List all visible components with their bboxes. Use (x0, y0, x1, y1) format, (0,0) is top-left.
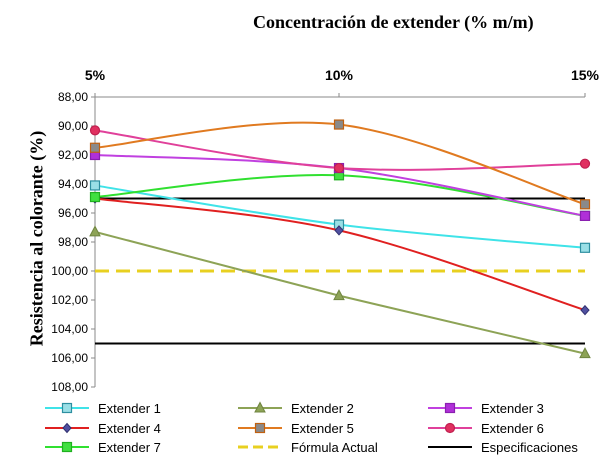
legend-label-extender-6: Extender 6 (481, 421, 544, 436)
y-tick-label: 92,00 (58, 148, 88, 162)
series-line-extender-7 (94, 173, 586, 217)
legend-marker-extender-6 (444, 422, 456, 434)
data-point-extender-2 (89, 225, 101, 237)
y-tick-label: 98,00 (58, 235, 88, 249)
data-point-extender-4 (334, 225, 344, 236)
legend-label-extender-4: Extender 4 (98, 421, 161, 436)
legend-label-especificaciones: Especificaciones (481, 440, 578, 455)
legend-label-extender-2: Extender 2 (291, 401, 354, 416)
y-tick-label: 106,00 (51, 351, 88, 365)
legend-marker-extender-7 (61, 441, 73, 453)
y-tick-label: 104,00 (51, 322, 88, 336)
legend-label-extender-3: Extender 3 (481, 401, 544, 416)
data-point-extender-1 (579, 242, 591, 253)
legend-label-extender-5: Extender 5 (291, 421, 354, 436)
legend-marker-extender-5 (254, 422, 266, 434)
legend-marker-extender-1 (61, 402, 73, 414)
y-tick-label: 88,00 (58, 90, 88, 104)
y-tick-label: 90,00 (58, 119, 88, 133)
data-point-extender-2 (333, 289, 345, 301)
legend-marker-extender-2 (254, 401, 266, 413)
x-tick-label: 10% (325, 67, 354, 83)
data-point-extender-6 (89, 125, 101, 136)
y-tick-label: 96,00 (58, 206, 88, 220)
data-point-extender-2 (579, 347, 591, 359)
data-point-extender-3 (579, 210, 591, 221)
data-point-extender-1 (89, 180, 101, 191)
data-point-extender-7 (89, 191, 101, 203)
y-tick-label: 108,00 (51, 380, 88, 394)
legend-label-extender-7: Extender 7 (98, 440, 161, 455)
data-point-extender-6 (333, 162, 345, 174)
data-point-extender-5 (333, 119, 345, 130)
x-tick-label: 5% (85, 67, 106, 83)
legend-marker-extender-4 (62, 422, 72, 434)
chart-title: Concentración de extender (% m/m) (253, 12, 534, 32)
legend-label-extender-1: Extender 1 (98, 401, 161, 416)
data-point-extender-4 (580, 304, 590, 316)
data-point-extender-5 (579, 199, 591, 210)
x-tick-label: 15% (571, 67, 600, 83)
series-line-extender-1 (94, 184, 586, 249)
data-point-extender-5 (89, 142, 101, 153)
y-tick-label: 102,00 (51, 293, 88, 307)
y-tick-label: 94,00 (58, 177, 88, 191)
legend-marker-extender-3 (444, 402, 456, 414)
data-point-extender-6 (579, 158, 591, 169)
legend-label-f-rmula-actual: Fórmula Actual (291, 440, 378, 455)
y-tick-label: 100,00 (51, 264, 88, 278)
